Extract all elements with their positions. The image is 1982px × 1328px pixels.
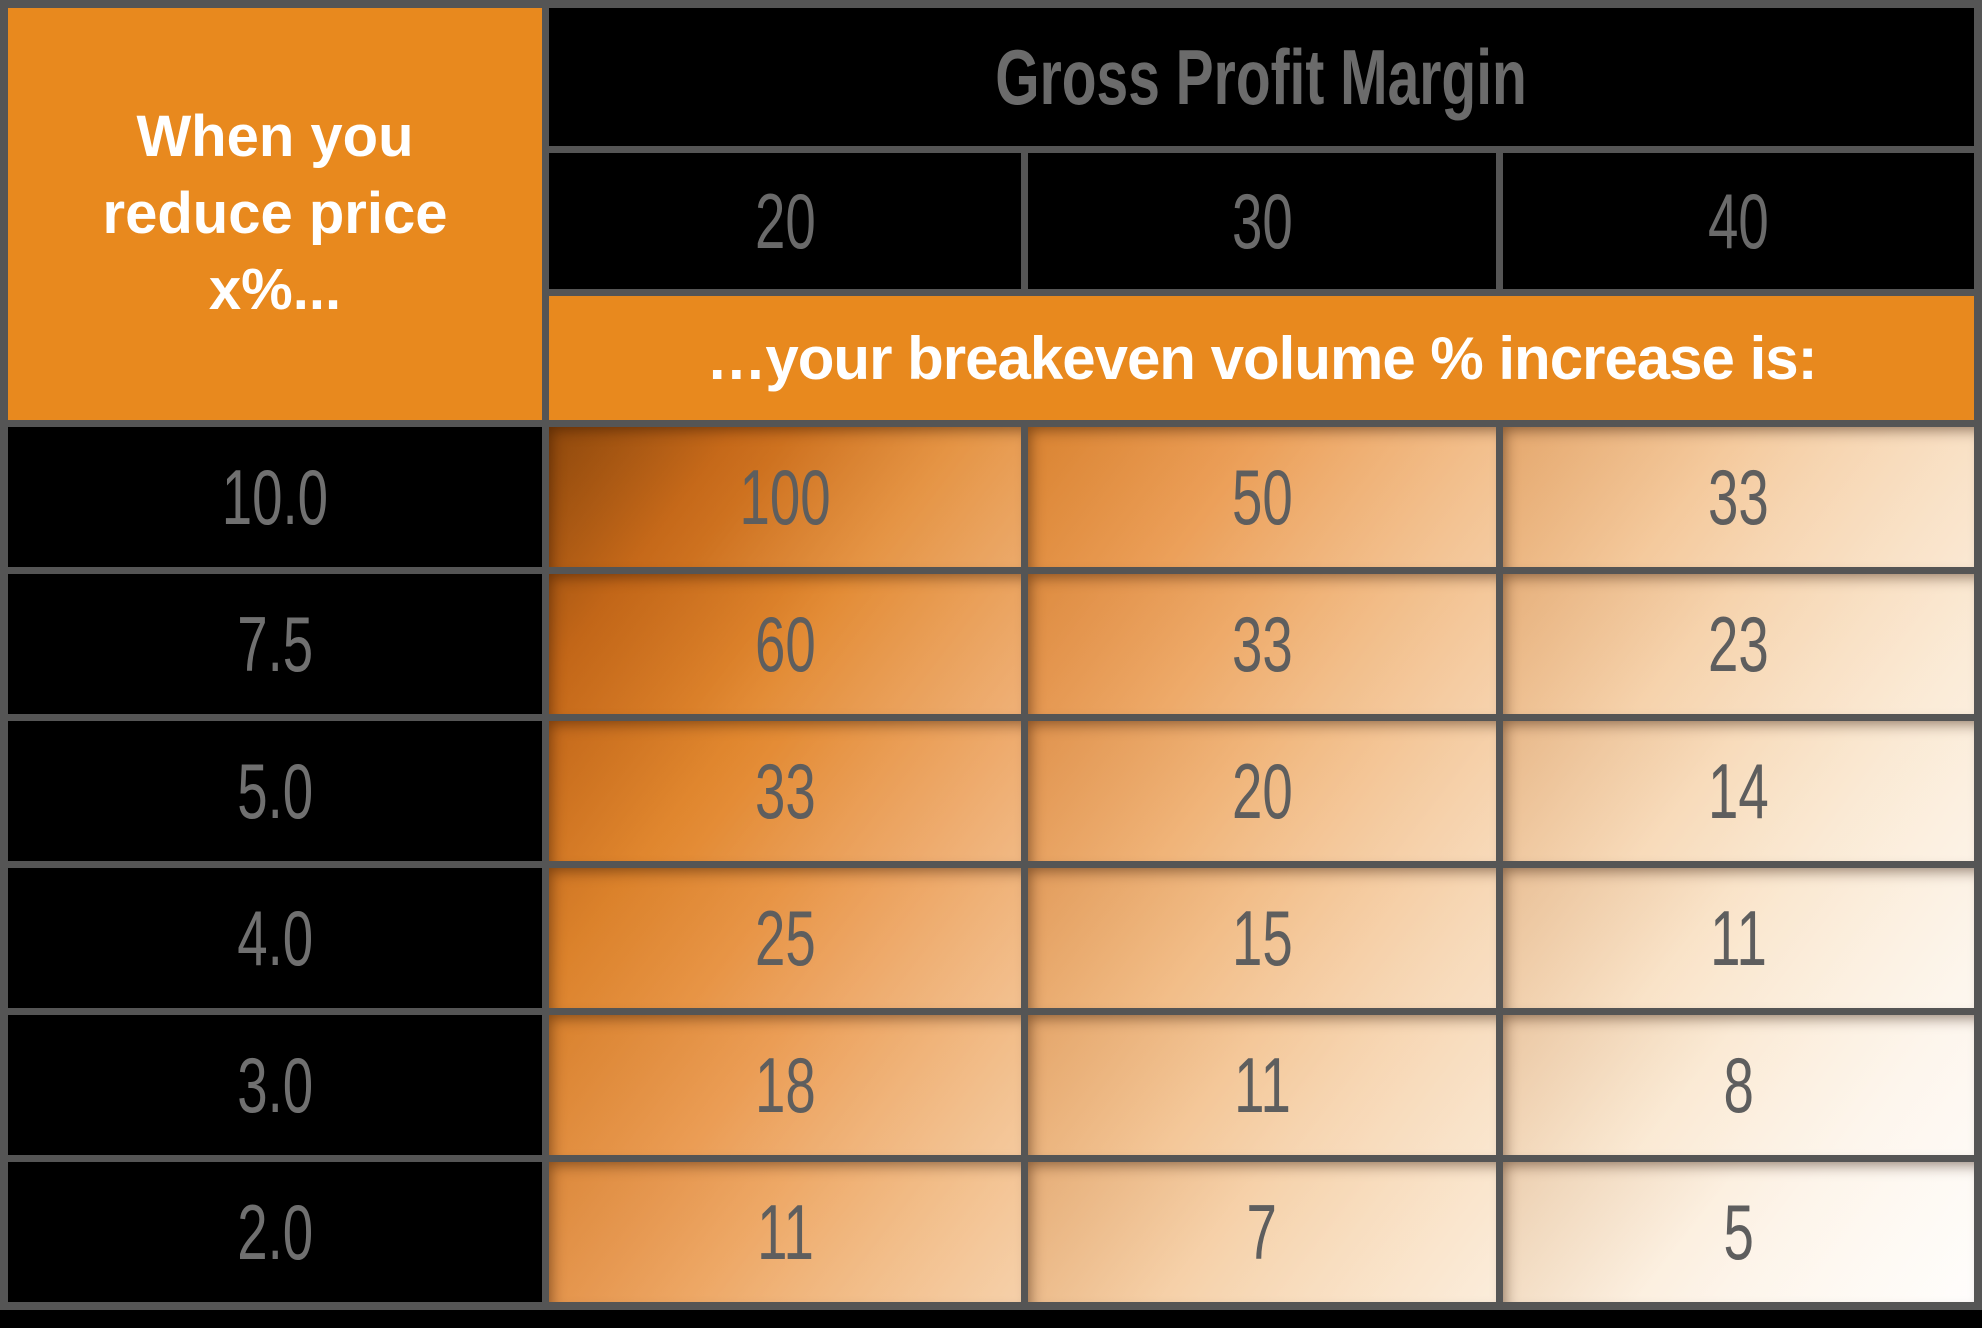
data-cell-7.5-30: 33 — [1028, 574, 1503, 721]
data-value: 60 — [754, 599, 816, 688]
row-header-3.0: 3.0 — [8, 1015, 549, 1162]
data-value: 33 — [754, 746, 816, 835]
data-value: 23 — [1708, 599, 1769, 688]
column-header-30: 30 — [1028, 153, 1503, 296]
data-value: 11 — [1710, 893, 1767, 982]
row-header-5.0: 5.0 — [8, 721, 549, 868]
row-header-text: 2.0 — [237, 1187, 313, 1276]
row-header-text: 7.5 — [237, 599, 313, 688]
gross-profit-margin-title: Gross Profit Margin — [995, 32, 1528, 121]
column-header-40: 40 — [1503, 153, 1974, 296]
corner-line-1: When you — [136, 104, 414, 170]
row-header-2.0: 2.0 — [8, 1162, 549, 1302]
data-cell-4.0-40: 11 — [1503, 868, 1974, 1015]
data-value: 33 — [1708, 452, 1769, 541]
column-header-30-text: 30 — [1231, 176, 1293, 265]
data-value: 18 — [754, 1040, 816, 1129]
data-value: 14 — [1708, 746, 1769, 835]
data-value: 100 — [739, 452, 831, 541]
data-value: 5 — [1723, 1187, 1754, 1276]
data-value: 20 — [1231, 746, 1293, 835]
banner-cell: …your breakeven volume % increase is: — [549, 296, 1974, 427]
data-cell-3.0-40: 8 — [1503, 1015, 1974, 1162]
column-header-40-text: 40 — [1708, 176, 1769, 265]
data-value: 50 — [1231, 452, 1293, 541]
corner-header-text: When you reduce price x%... — [103, 99, 448, 329]
data-cell-2.0-30: 7 — [1028, 1162, 1503, 1302]
data-value: 7 — [1246, 1187, 1278, 1276]
data-cell-10.0-40: 33 — [1503, 427, 1974, 574]
row-header-text: 4.0 — [237, 893, 313, 982]
row-header-7.5: 7.5 — [8, 574, 549, 721]
data-cell-5.0-20: 33 — [549, 721, 1028, 868]
banner-text: …your breakeven volume % increase is: — [706, 324, 1817, 392]
data-cell-4.0-30: 15 — [1028, 868, 1503, 1015]
data-value: 11 — [1233, 1040, 1291, 1129]
data-value: 25 — [754, 893, 816, 982]
data-cell-3.0-20: 18 — [549, 1015, 1028, 1162]
gross-profit-margin-header-cell: Gross Profit Margin — [549, 8, 1974, 153]
column-header-20: 20 — [549, 153, 1028, 296]
data-cell-7.5-40: 23 — [1503, 574, 1974, 721]
data-cell-2.0-40: 5 — [1503, 1162, 1974, 1302]
row-header-text: 5.0 — [237, 746, 313, 835]
row-header-10.0: 10.0 — [8, 427, 549, 574]
row-header-text: 3.0 — [237, 1040, 313, 1129]
data-cell-3.0-30: 11 — [1028, 1015, 1503, 1162]
corner-line-2: reduce price — [102, 180, 448, 246]
corner-line-3: x%... — [208, 257, 342, 323]
data-cell-7.5-20: 60 — [549, 574, 1028, 721]
row-header-4.0: 4.0 — [8, 868, 549, 1015]
column-header-20-text: 20 — [754, 176, 816, 265]
row-header-text: 10.0 — [221, 452, 329, 541]
data-cell-4.0-20: 25 — [549, 868, 1028, 1015]
corner-header-cell: When you reduce price x%... — [8, 8, 549, 427]
data-value: 11 — [756, 1187, 814, 1276]
data-cell-5.0-40: 14 — [1503, 721, 1974, 868]
data-cell-10.0-30: 50 — [1028, 427, 1503, 574]
data-cell-2.0-20: 11 — [549, 1162, 1028, 1302]
data-value: 15 — [1231, 893, 1293, 982]
data-cell-5.0-30: 20 — [1028, 721, 1503, 868]
data-value: 33 — [1231, 599, 1293, 688]
data-value: 8 — [1723, 1040, 1754, 1129]
data-cell-10.0-20: 100 — [549, 427, 1028, 574]
